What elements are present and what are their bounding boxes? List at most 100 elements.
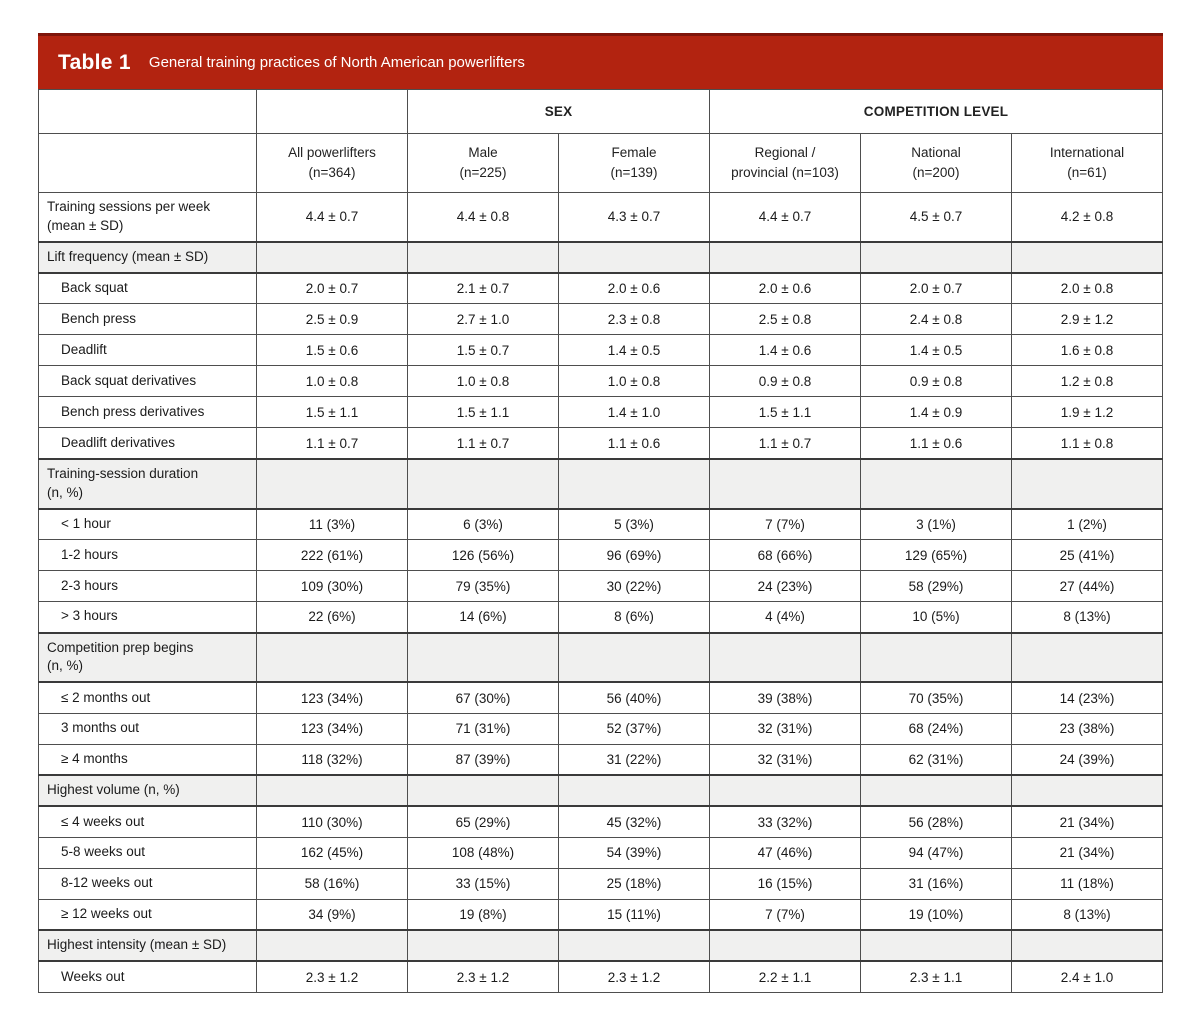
cell-value: 1.5 ± 0.6 [256, 334, 408, 367]
cell-value: 3 (1%) [860, 508, 1012, 541]
cell-value: 68 (66%) [709, 539, 861, 572]
cell-value: 1.1 ± 0.8 [1011, 427, 1163, 460]
table-row: > 3 hours 22 (6%) 14 (6%) 8 (6%) 4 (4%) 10 (5… [38, 601, 1163, 634]
cell-value: 14 (6%) [407, 601, 559, 634]
cell-value: 33 (32%) [709, 805, 861, 838]
cell-value [1011, 774, 1163, 808]
cell-value: 23 (38%) [1011, 712, 1163, 745]
column-header-national: National (n=200) [860, 133, 1012, 193]
cell-value: 109 (30%) [256, 570, 408, 603]
cell-value: 4.4 ± 0.8 [407, 191, 559, 243]
row-label: ≤ 2 months out [38, 681, 257, 714]
section-header-row: Highest intensity (mean ± SD) [38, 929, 1163, 963]
table-row: ≤ 2 months out 123 (34%) 67 (30%) 56 (40%) 3… [38, 681, 1163, 714]
cell-value: 67 (30%) [407, 681, 559, 714]
row-label: Bench press [38, 303, 257, 336]
cell-value: 123 (34%) [256, 712, 408, 745]
cell-value: 2.3 ± 1.2 [256, 960, 408, 993]
cell-value: 62 (31%) [860, 743, 1012, 776]
cell-value: 25 (41%) [1011, 539, 1163, 572]
cell-value [1011, 929, 1163, 963]
row-label: ≥ 12 weeks out [38, 898, 257, 931]
row-label: Highest intensity (mean ± SD) [38, 929, 257, 963]
cell-value: 2.1 ± 0.7 [407, 272, 559, 305]
column-header-female: Female (n=139) [558, 133, 710, 193]
column-header-international: International (n=61) [1011, 133, 1163, 193]
cell-value: 16 (15%) [709, 867, 861, 900]
table-row: Weeks out 2.3 ± 1.2 2.3 ± 1.2 2.3 ± 1.2 2.2 … [38, 960, 1163, 993]
row-label: Deadlift [38, 334, 257, 367]
cell-value [860, 929, 1012, 963]
cell-value: 118 (32%) [256, 743, 408, 776]
section-header-row: Lift frequency (mean ± SD) [38, 240, 1163, 274]
group-header-row: SEX COMPETITION LEVEL [38, 89, 1163, 134]
cell-value: 8 (13%) [1011, 898, 1163, 931]
table-header: SEX COMPETITION LEVEL All powerlifters (… [38, 89, 1163, 193]
cell-value: 2.0 ± 0.6 [709, 272, 861, 305]
cell-value [407, 774, 559, 808]
cell-value: 1.0 ± 0.8 [407, 365, 559, 398]
cell-value [256, 457, 408, 510]
cell-value: 21 (34%) [1011, 836, 1163, 869]
table-row: ≤ 4 weeks out 110 (30%) 65 (29%) 45 (32%) 33… [38, 805, 1163, 838]
cell-value [1011, 240, 1163, 274]
table-row: Back squat 2.0 ± 0.7 2.1 ± 0.7 2.0 ± 0.6 2.0… [38, 272, 1163, 305]
row-label: ≤ 4 weeks out [38, 805, 257, 838]
cell-value: 123 (34%) [256, 681, 408, 714]
column-header-row: All powerlifters (n=364) Male (n=225) Fe… [38, 133, 1163, 193]
cell-value: 65 (29%) [407, 805, 559, 838]
cell-value: 5 (3%) [558, 508, 710, 541]
table-row: < 1 hour 11 (3%) 6 (3%) 5 (3%) 7 (7%) 3 (1%) 1… [38, 508, 1163, 541]
cell-value [709, 457, 861, 510]
table-row: Back squat derivatives 1.0 ± 0.8 1.0 ± 0.8… [38, 365, 1163, 398]
cell-value: 31 (22%) [558, 743, 710, 776]
cell-value: 1.1 ± 0.6 [558, 427, 710, 460]
column-header-male: Male (n=225) [407, 133, 559, 193]
cell-value: 1.5 ± 1.1 [407, 396, 559, 429]
cell-value: 2.0 ± 0.8 [1011, 272, 1163, 305]
cell-value [558, 457, 710, 510]
cell-value [558, 929, 710, 963]
cell-value: 2.3 ± 1.2 [558, 960, 710, 993]
cell-value: 4.2 ± 0.8 [1011, 191, 1163, 243]
section-header-row: Training-session duration (n, %) [38, 457, 1163, 510]
cell-value [256, 240, 408, 274]
row-label: Weeks out [38, 960, 257, 993]
empty-header-cell [38, 133, 257, 193]
cell-value: 24 (23%) [709, 570, 861, 603]
table-row: 2-3 hours 109 (30%) 79 (35%) 30 (22%) 24 (23… [38, 570, 1163, 603]
cell-value [709, 240, 861, 274]
cell-value [1011, 631, 1163, 684]
column-header-all-powerlifters: All powerlifters (n=364) [256, 133, 408, 193]
table-row: 1-2 hours 222 (61%) 126 (56%) 96 (69%) 68 (6… [38, 539, 1163, 572]
row-label: Deadlift derivatives [38, 427, 257, 460]
cell-value: 47 (46%) [709, 836, 861, 869]
table-row: ≥ 4 months 118 (32%) 87 (39%) 31 (22%) 32 (3… [38, 743, 1163, 776]
cell-value: 14 (23%) [1011, 681, 1163, 714]
cell-value: 2.0 ± 0.7 [860, 272, 1012, 305]
cell-value [407, 240, 559, 274]
cell-value: 2.4 ± 1.0 [1011, 960, 1163, 993]
cell-value: 31 (16%) [860, 867, 1012, 900]
table-body: Training sessions per week (mean ± SD) 4.… [38, 191, 1163, 993]
cell-value: 2.2 ± 1.1 [709, 960, 861, 993]
row-label: Back squat derivatives [38, 365, 257, 398]
cell-value: 1.2 ± 0.8 [1011, 365, 1163, 398]
cell-value: 54 (39%) [558, 836, 710, 869]
cell-value: 68 (24%) [860, 712, 1012, 745]
cell-value: 1.1 ± 0.7 [256, 427, 408, 460]
cell-value: 2.3 ± 1.1 [860, 960, 1012, 993]
cell-value: 27 (44%) [1011, 570, 1163, 603]
cell-value: 1.5 ± 1.1 [256, 396, 408, 429]
table-title-bar: Table 1 General training practices of No… [38, 33, 1163, 89]
cell-value [558, 631, 710, 684]
cell-value: 2.3 ± 1.2 [407, 960, 559, 993]
row-label: Training sessions per week (mean ± SD) [38, 191, 257, 243]
cell-value: 94 (47%) [860, 836, 1012, 869]
cell-value: 32 (31%) [709, 712, 861, 745]
cell-value: 1.6 ± 0.8 [1011, 334, 1163, 367]
cell-value: 87 (39%) [407, 743, 559, 776]
table-row: Deadlift 1.5 ± 0.6 1.5 ± 0.7 1.4 ± 0.5 1.4 ±… [38, 334, 1163, 367]
cell-value: 70 (35%) [860, 681, 1012, 714]
